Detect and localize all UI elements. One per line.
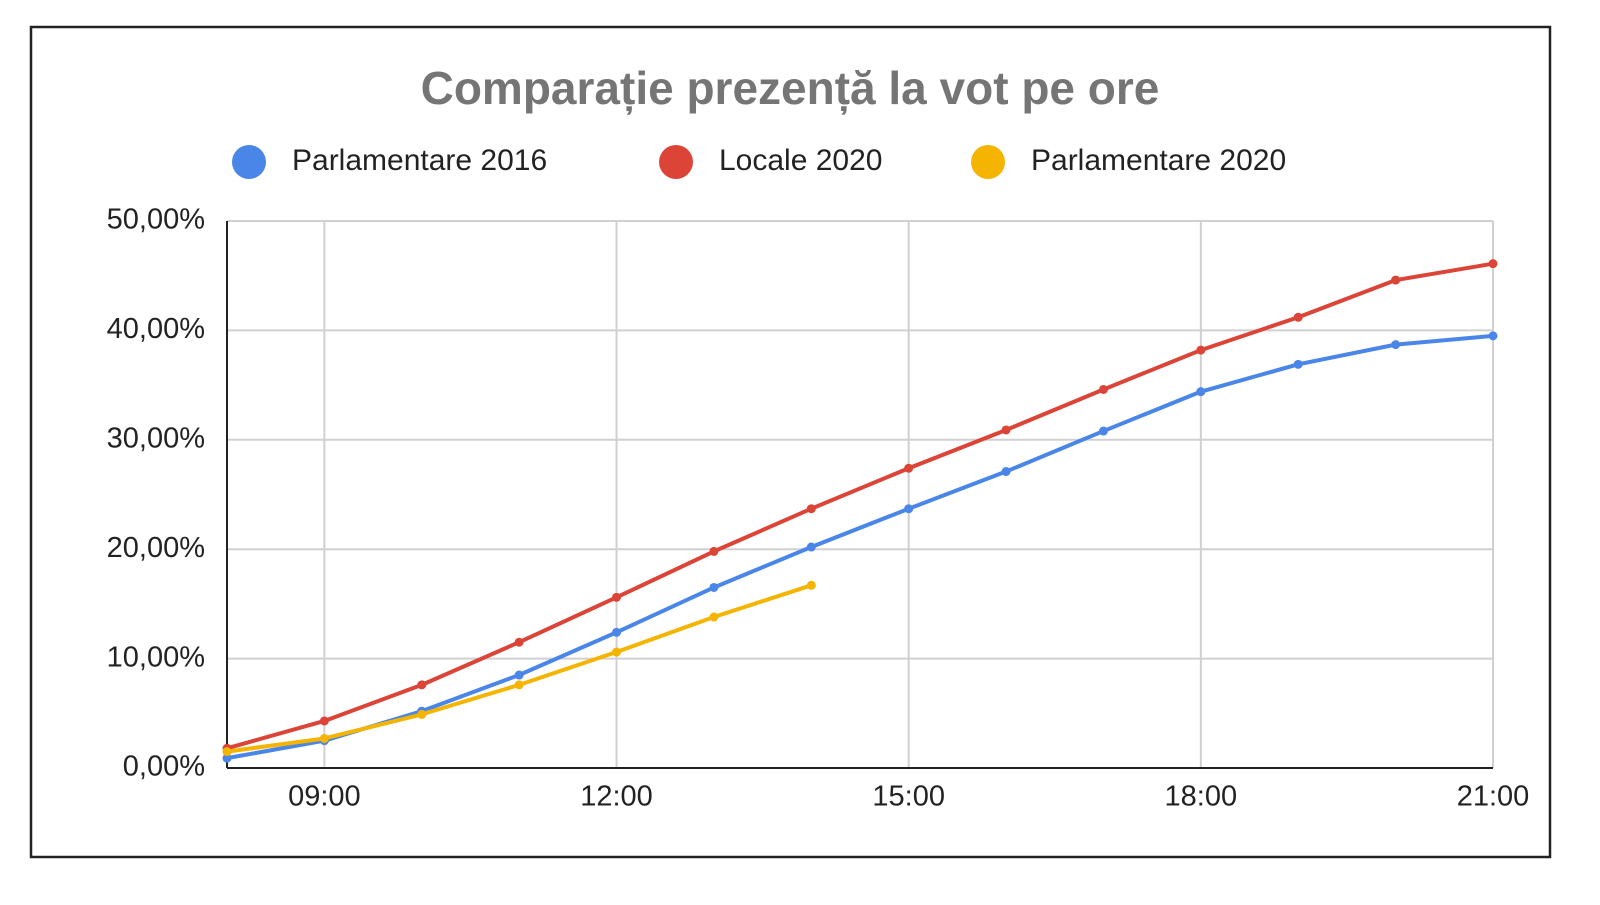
data-point (1293, 359, 1303, 369)
y-tick-label: 40,00% (107, 313, 205, 345)
legend-label: Parlamentare 2020 (1031, 144, 1286, 177)
x-tick-label: 21:00 (1457, 781, 1530, 813)
chart-title: Comparație prezență la vot pe ore (421, 62, 1160, 115)
legend-label: Locale 2020 (719, 144, 882, 177)
data-point (709, 582, 719, 592)
x-tick-label: 09:00 (288, 781, 361, 813)
legend-marker (232, 145, 266, 179)
data-point (319, 716, 329, 726)
data-point (1001, 425, 1011, 435)
data-point (709, 612, 719, 622)
data-point (222, 753, 232, 763)
data-point (417, 709, 427, 719)
data-point (806, 504, 816, 514)
data-point (806, 580, 816, 590)
x-tick-label: 15:00 (872, 781, 945, 813)
data-point (904, 504, 914, 514)
data-point (612, 647, 622, 657)
data-point (514, 680, 524, 690)
x-tick-label: 18:00 (1165, 781, 1238, 813)
data-point (1196, 345, 1206, 355)
series-line (226, 261, 1494, 751)
data-point (417, 680, 427, 690)
y-tick-label: 20,00% (107, 532, 205, 564)
y-tick-label: 10,00% (107, 641, 205, 673)
y-tick-label: 30,00% (107, 422, 205, 454)
data-point (1488, 331, 1498, 341)
data-point (514, 637, 524, 647)
data-point (1293, 312, 1303, 322)
y-tick-label: 50,00% (107, 204, 205, 236)
data-point (806, 542, 816, 552)
data-point (1098, 426, 1108, 436)
x-tick-label: 12:00 (580, 781, 653, 813)
data-point (709, 546, 719, 556)
data-point (612, 627, 622, 637)
data-point (222, 747, 232, 757)
data-point (904, 463, 914, 473)
data-point (1391, 340, 1401, 350)
series-line (226, 333, 1494, 761)
data-point (514, 670, 524, 680)
legend-marker (971, 145, 1005, 179)
legend-label: Parlamentare 2016 (292, 144, 547, 177)
frame (29, 25, 1552, 859)
data-point (1001, 467, 1011, 477)
data-point (1098, 384, 1108, 394)
y-tick-label: 0,00% (123, 751, 205, 783)
data-point (1196, 387, 1206, 397)
data-point (612, 592, 622, 602)
legend-marker (659, 145, 693, 179)
data-point (319, 733, 329, 743)
data-point (1488, 259, 1498, 269)
data-point (1391, 275, 1401, 285)
